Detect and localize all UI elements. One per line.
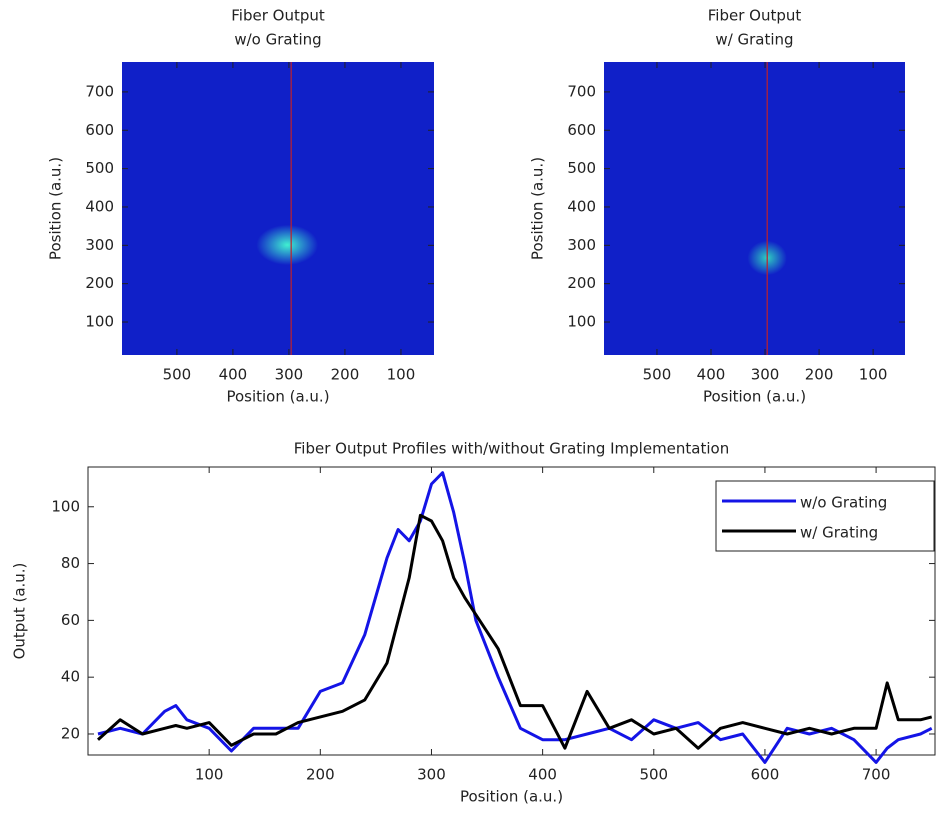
legend-box (715, 480, 935, 552)
y-axis-label: Output (a.u.) (11, 563, 29, 660)
x-tick-label: 100 (195, 766, 224, 784)
image-background (604, 62, 905, 355)
x-tick-label: 400 (528, 766, 557, 784)
series-line (96, 513, 933, 750)
image-background (122, 62, 434, 355)
y-tick-label: 100 (567, 313, 596, 331)
x-tick-label: 300 (417, 766, 446, 784)
y-tick-label: 500 (567, 159, 596, 177)
x-axis-label: Position (a.u.) (226, 388, 329, 406)
x-tick-label: 700 (862, 766, 891, 784)
x-tick-label: 100 (387, 366, 416, 384)
y-axis-label: Position (a.u.) (47, 157, 65, 260)
x-tick-label: 500 (639, 766, 668, 784)
intensity-spot (256, 224, 319, 266)
y-tick-label: 700 (85, 82, 114, 100)
y-tick-label: 700 (567, 82, 596, 100)
x-axis-label: Position (a.u.) (460, 788, 563, 806)
x-tick-label: 400 (219, 366, 248, 384)
x-tick-label: 500 (163, 366, 192, 384)
chart-title: Fiber Output (231, 7, 325, 25)
y-tick-label: 300 (85, 236, 114, 254)
x-tick-label: 400 (697, 366, 726, 384)
chart-title: w/ Grating (715, 31, 793, 49)
x-tick-label: 100 (859, 366, 888, 384)
chart-title: Fiber Output Profiles with/without Grati… (294, 440, 729, 458)
y-axis-label: Position (a.u.) (529, 157, 547, 260)
chart-title: w/o Grating (234, 31, 321, 49)
x-tick-label: 200 (331, 366, 360, 384)
y-tick-label: 400 (567, 197, 596, 215)
legend-label: w/o Grating (800, 494, 887, 512)
x-tick-label: 300 (275, 366, 304, 384)
y-tick-label: 500 (85, 159, 114, 177)
y-tick-label: 600 (85, 121, 114, 139)
y-tick-label: 40 (61, 668, 80, 686)
y-tick-label: 80 (61, 554, 80, 572)
y-tick-label: 300 (567, 236, 596, 254)
x-tick-label: 500 (643, 366, 672, 384)
y-tick-label: 100 (85, 313, 114, 331)
x-tick-label: 300 (751, 366, 780, 384)
y-tick-label: 400 (85, 197, 114, 215)
y-tick-label: 200 (567, 274, 596, 292)
chart-title: Fiber Output (708, 7, 802, 25)
y-tick-label: 60 (61, 611, 80, 629)
x-tick-label: 200 (805, 366, 834, 384)
y-tick-label: 100 (51, 497, 80, 515)
y-tick-label: 600 (567, 121, 596, 139)
y-tick-label: 20 (61, 724, 80, 742)
legend-label: w/ Grating (800, 524, 878, 542)
x-tick-label: 600 (751, 766, 780, 784)
y-tick-label: 200 (85, 274, 114, 292)
series-line (97, 471, 933, 764)
x-tick-label: 200 (306, 766, 335, 784)
x-axis-label: Position (a.u.) (703, 388, 806, 406)
